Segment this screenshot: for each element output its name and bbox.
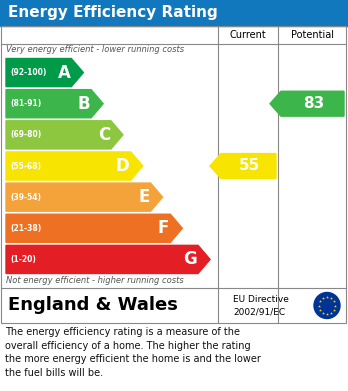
Bar (1, 26, 346, 323)
Polygon shape (6, 121, 123, 149)
Text: (39-54): (39-54) (10, 193, 41, 202)
Text: The energy efficiency rating is a measure of the
overall efficiency of a home. T: The energy efficiency rating is a measur… (5, 327, 261, 378)
Text: EU Directive
2002/91/EC: EU Directive 2002/91/EC (233, 295, 289, 316)
Text: 83: 83 (303, 96, 324, 111)
Polygon shape (210, 154, 276, 178)
Text: F: F (158, 219, 169, 237)
Text: G: G (183, 250, 197, 269)
Polygon shape (6, 183, 163, 211)
Text: England & Wales: England & Wales (8, 296, 178, 314)
Text: (1-20): (1-20) (10, 255, 36, 264)
Text: A: A (57, 64, 70, 82)
Text: (92-100): (92-100) (10, 68, 46, 77)
Polygon shape (6, 152, 143, 180)
Text: B: B (78, 95, 90, 113)
Text: Not energy efficient - higher running costs: Not energy efficient - higher running co… (6, 276, 184, 285)
Bar (0, 0, 348, 26)
Text: Very energy efficient - lower running costs: Very energy efficient - lower running co… (6, 45, 184, 54)
Text: (55-68): (55-68) (10, 161, 41, 170)
Polygon shape (6, 59, 83, 87)
Text: C: C (98, 126, 110, 144)
Text: Current: Current (230, 30, 266, 40)
Text: (21-38): (21-38) (10, 224, 41, 233)
Text: Potential: Potential (291, 30, 333, 40)
Text: 55: 55 (239, 158, 260, 174)
Text: E: E (138, 188, 150, 206)
Polygon shape (6, 246, 210, 273)
Circle shape (314, 292, 340, 319)
Polygon shape (270, 91, 344, 116)
Text: (69-80): (69-80) (10, 130, 41, 139)
Text: D: D (116, 157, 130, 175)
Polygon shape (6, 214, 182, 242)
Text: Energy Efficiency Rating: Energy Efficiency Rating (8, 5, 218, 20)
Text: (81-91): (81-91) (10, 99, 41, 108)
Polygon shape (6, 90, 103, 118)
